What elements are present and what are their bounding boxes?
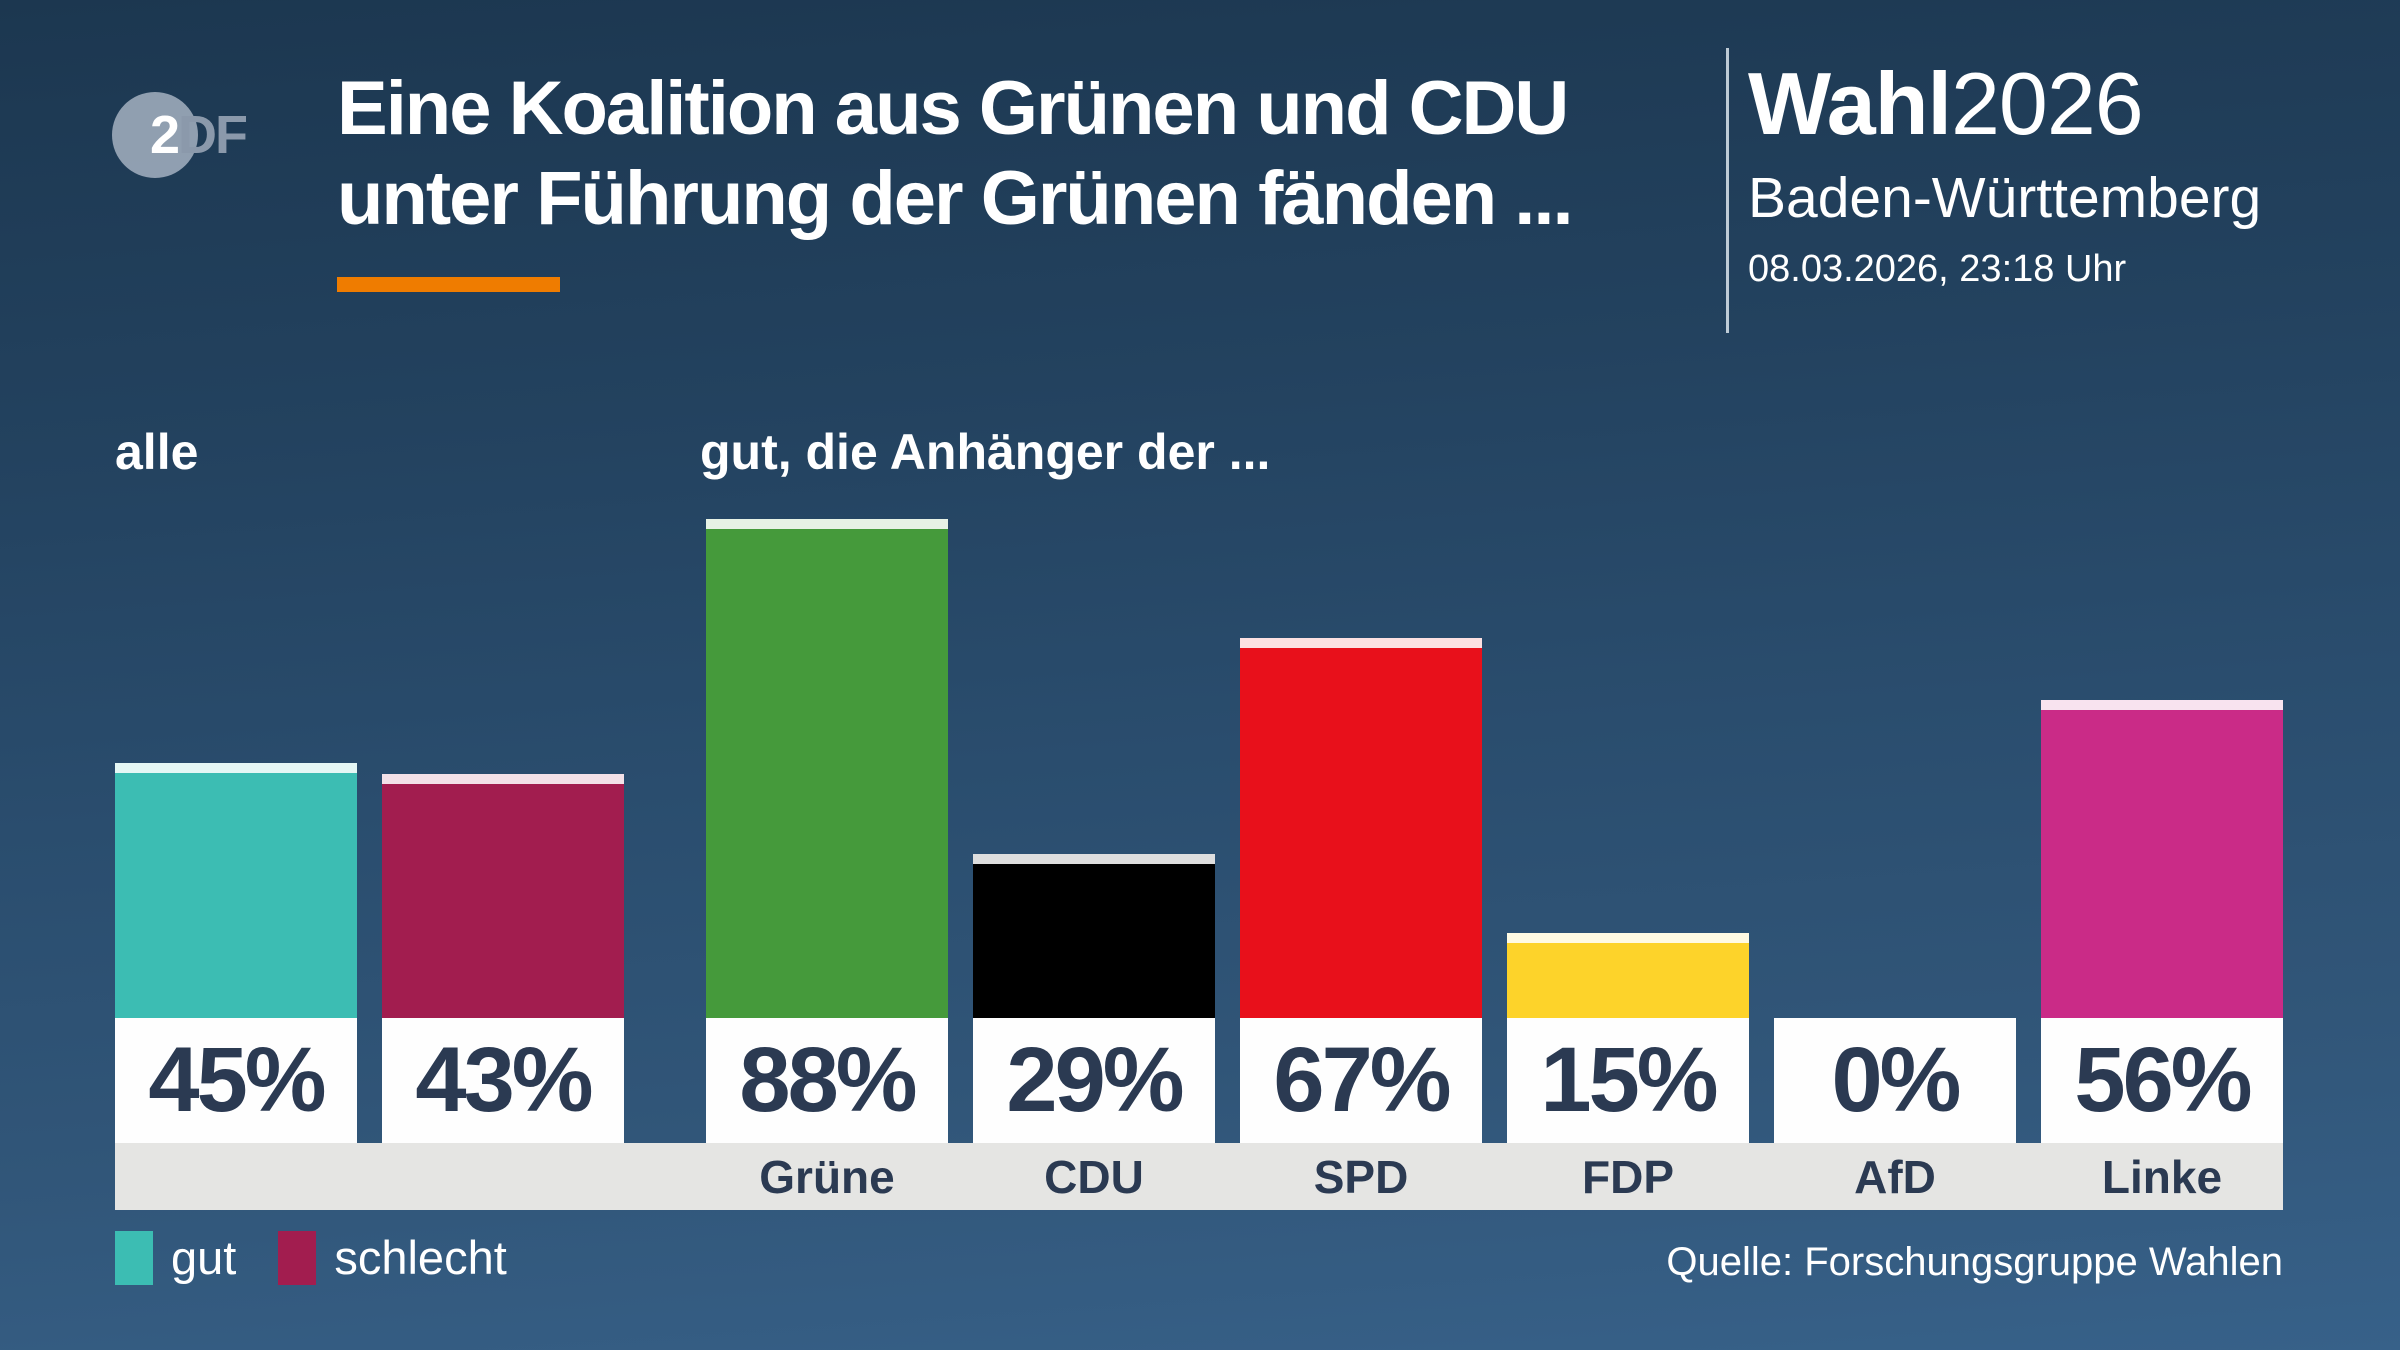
zdf-logo-text: 2DF bbox=[150, 105, 248, 165]
legend-item-gut: gut bbox=[115, 1230, 236, 1285]
zdf-logo-df: DF bbox=[178, 105, 248, 165]
bar-gut bbox=[115, 763, 357, 1018]
bar-cdu bbox=[973, 854, 1215, 1018]
zdf-logo-2: 2 bbox=[150, 105, 180, 165]
legend-item-schlecht: schlecht bbox=[278, 1230, 507, 1285]
brand-title: Wahl2026 bbox=[1748, 56, 2261, 152]
value-box-gut: 45% bbox=[115, 1018, 357, 1143]
bar-top-cap bbox=[706, 519, 948, 529]
legend-label: gut bbox=[171, 1231, 237, 1284]
party-name-strip bbox=[115, 1143, 2283, 1210]
chart-legend: gut schlecht bbox=[115, 1230, 549, 1285]
legend-label: schlecht bbox=[334, 1231, 507, 1284]
brand-region: Baden-Württemberg bbox=[1748, 166, 2262, 230]
group-label-anhaenger: gut, die Anhänger der ... bbox=[700, 424, 1271, 480]
source-credit: Quelle: Forschungsgruppe Wahlen bbox=[1666, 1240, 2283, 1284]
legend-swatch-schlecht bbox=[278, 1230, 317, 1285]
header-divider-line bbox=[1726, 48, 1729, 333]
party-label-spd: SPD bbox=[1313, 1150, 1409, 1203]
page-title: Eine Koalition aus Grünen und CDU unter … bbox=[337, 64, 1574, 244]
party-label-gruene: Grüne bbox=[759, 1150, 895, 1203]
bar-linke bbox=[2041, 700, 2283, 1018]
group-label-alle: alle bbox=[115, 424, 199, 480]
value-box-fdp: 15% bbox=[1507, 1018, 1749, 1143]
party-label-cdu: CDU bbox=[1044, 1150, 1144, 1203]
bar-schlecht bbox=[382, 774, 624, 1018]
party-label-afd: AfD bbox=[1854, 1150, 1936, 1203]
title-line-2: unter Führung der Grünen fänden ... bbox=[337, 156, 1574, 241]
zdf-logo bbox=[112, 92, 198, 178]
value-box-cdu: 29% bbox=[973, 1018, 1215, 1143]
bar-gruene bbox=[706, 519, 948, 1018]
bar-top-cap bbox=[973, 854, 1215, 864]
party-label-linke: Linke bbox=[2101, 1150, 2223, 1203]
bar-spd bbox=[1240, 638, 1482, 1018]
brand-year: 2026 bbox=[1950, 54, 2144, 153]
bar-top-cap bbox=[382, 774, 624, 784]
bar-top-cap bbox=[115, 763, 357, 773]
bar-top-cap bbox=[1507, 933, 1749, 943]
title-line-1: Eine Koalition aus Grünen und CDU bbox=[337, 66, 1569, 151]
value-box-afd: 0% bbox=[1774, 1018, 2016, 1143]
value-box-linke: 56% bbox=[2041, 1018, 2283, 1143]
party-label-fdp: FDP bbox=[1582, 1150, 1674, 1203]
value-box-spd: 67% bbox=[1240, 1018, 1482, 1143]
brand-block: Wahl2026 Baden-Württemberg 08.03.2026, 2… bbox=[1748, 56, 2261, 292]
brand-word: Wahl bbox=[1748, 54, 1952, 153]
value-box-gruene: 88% bbox=[706, 1018, 948, 1143]
title-accent-underline bbox=[337, 277, 560, 292]
legend-swatch-gut bbox=[115, 1230, 153, 1285]
bar-top-cap bbox=[1240, 638, 1482, 648]
bar-top-cap bbox=[2041, 700, 2283, 710]
bar-fdp bbox=[1507, 933, 1749, 1018]
value-box-schlecht: 43% bbox=[382, 1018, 624, 1143]
brand-datetime: 08.03.2026, 23:18 Uhr bbox=[1748, 248, 2127, 290]
